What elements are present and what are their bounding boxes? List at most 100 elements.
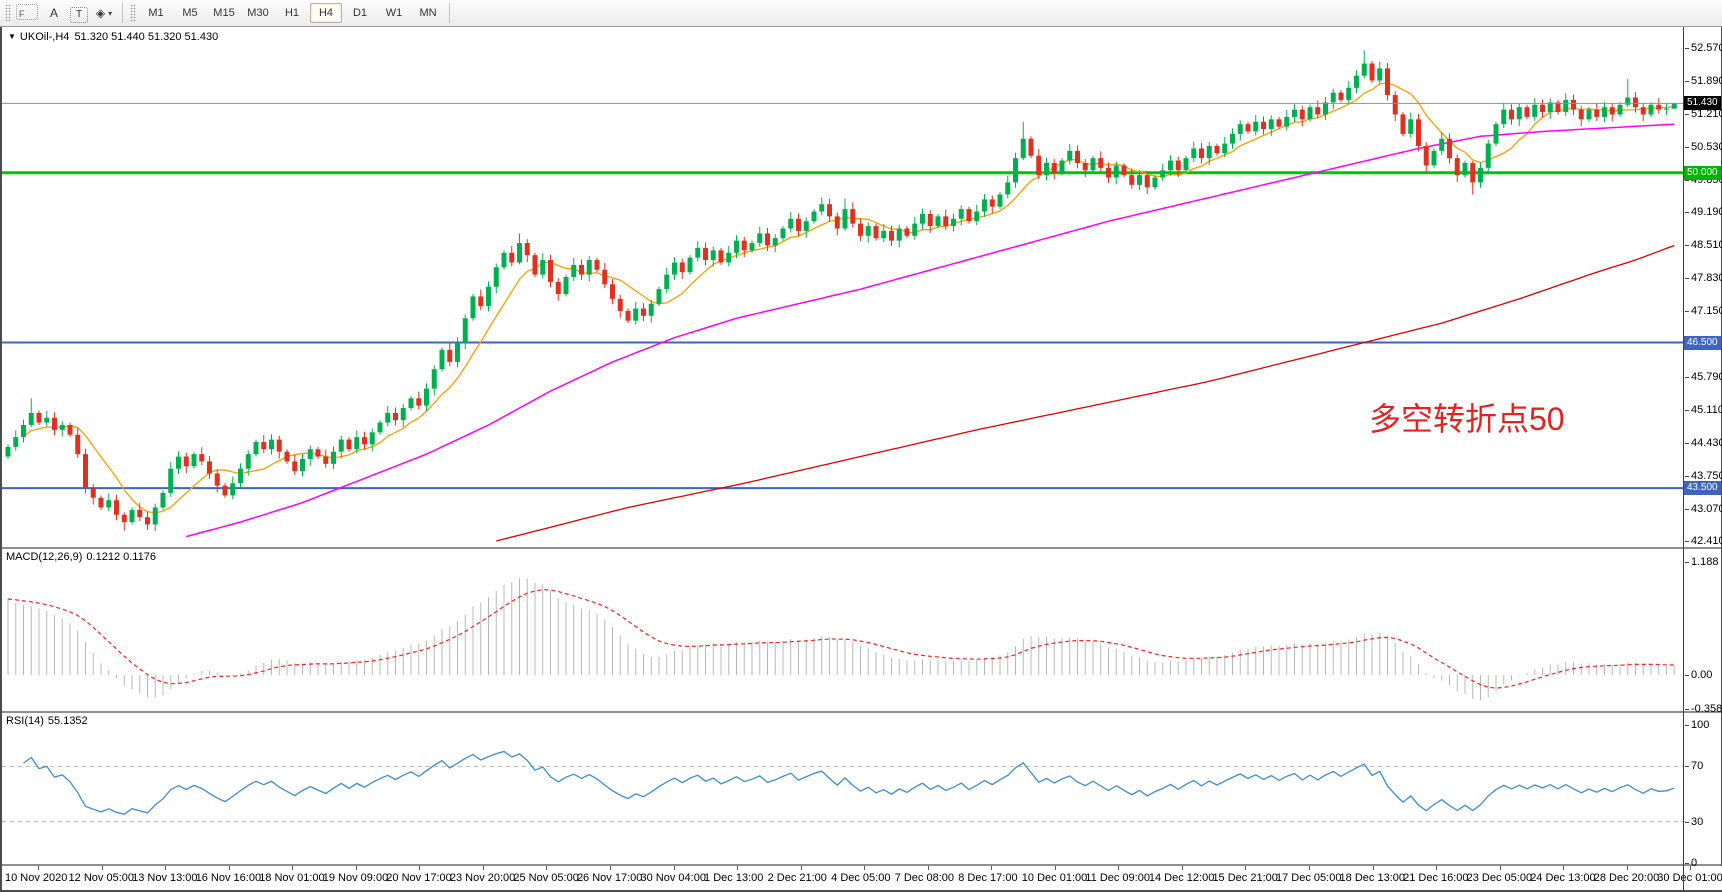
timeframe-m5-button[interactable]: M5 <box>182 7 198 19</box>
macd-axis-label: -0.3582 <box>1685 702 1722 716</box>
time-tick <box>1436 866 1438 870</box>
toolbar-separator <box>449 3 450 23</box>
price-label-47.830: 47.830 <box>1685 271 1722 285</box>
annotation-text[interactable]: 多空转折点50 <box>1369 401 1565 437</box>
time-label: 24 Dec 13:00 <box>1530 872 1596 884</box>
price-chart-canvas[interactable] <box>2 27 1687 547</box>
timeframe-h1-button[interactable]: H1 <box>284 7 300 19</box>
time-tick <box>609 866 611 870</box>
macd-canvas[interactable] <box>2 549 1687 711</box>
toolbar-drag-handle[interactable] <box>5 4 11 22</box>
time-tick <box>1626 866 1628 870</box>
time-tick <box>38 866 39 870</box>
time-label: 19 Nov 09:00 <box>322 872 389 884</box>
price-label-45.110: 45.110 <box>1685 403 1722 417</box>
time-label: 20 Nov 17:00 <box>386 872 452 884</box>
chart-float-icon[interactable]: F <box>16 4 38 20</box>
dropdown-caret-icon[interactable]: ▾ <box>108 8 113 18</box>
time-tick <box>991 866 993 870</box>
macd-histogram <box>7 578 1675 701</box>
price-scale[interactable]: 52.570 51.890 51.210 50.530 49.850 49.190 48.5… <box>1683 27 1722 892</box>
rsi-axis-label: 100 <box>1685 718 1709 732</box>
price-badge-46.500: 46.500 <box>1684 335 1721 350</box>
timeframe-m15-button[interactable]: M15 <box>213 7 235 19</box>
macd-name: MACD(12,26,9) <box>6 551 83 563</box>
price-label-45.790: 45.790 <box>1685 370 1722 384</box>
panel-macd: MACD(12,26,9) 0.1212 0.1176 <box>2 549 1721 711</box>
candles <box>5 50 1677 532</box>
toolbar-drag-handle[interactable] <box>130 4 136 22</box>
macd-axis-label: 0.00 <box>1685 668 1712 682</box>
time-tick <box>546 866 548 870</box>
time-label: 30 Dec 01:00 <box>1657 872 1722 884</box>
rsi-label: RSI(14) 55.1352 <box>6 715 92 727</box>
time-tick <box>800 866 802 870</box>
panel-separator[interactable] <box>2 547 1721 549</box>
rsi-name: RSI(14) <box>6 715 44 727</box>
time-tick <box>1054 866 1056 870</box>
panel-main: ▼ UKOil-,H4 51.320 51.440 51.320 51.430 多空… <box>2 27 1721 547</box>
time-label: 1 Dec 13:00 <box>704 872 764 884</box>
chart-dropdown-icon[interactable]: ▼ <box>8 32 16 41</box>
panel-rsi: RSI(14) 55.1352 <box>2 713 1721 864</box>
time-tick <box>737 866 739 870</box>
time-label: 25 Nov 05:00 <box>513 872 579 884</box>
time-label: 10 Dec 01:00 <box>1021 872 1088 884</box>
price-label-42.410: 42.410 <box>1685 534 1722 548</box>
price-label-43.070: 43.070 <box>1685 502 1722 516</box>
time-tick <box>355 866 357 870</box>
price-label-52.570: 52.570 <box>1685 41 1722 55</box>
time-tick <box>927 866 929 870</box>
time-tick <box>228 866 230 870</box>
time-tick <box>165 866 167 870</box>
timeframe-w1-button[interactable]: W1 <box>385 7 403 19</box>
time-label: 26 Nov 17:00 <box>576 872 643 884</box>
price-label-44.430: 44.430 <box>1685 436 1722 450</box>
price-badge-43.500: 43.500 <box>1684 481 1721 496</box>
timeframe-mn-button[interactable]: MN <box>419 7 437 19</box>
time-tick <box>1690 866 1692 870</box>
time-label: 12 Nov 05:00 <box>68 872 134 884</box>
macd-values: 0.1212 0.1176 <box>86 551 156 563</box>
text-label-icon[interactable]: T <box>70 6 88 23</box>
shapes-dropdown-icon[interactable]: ◈ ▾ <box>95 6 113 20</box>
ma-mid-line <box>186 123 1675 538</box>
rsi-line <box>23 750 1675 816</box>
rsi-axis-label: 30 <box>1685 815 1703 829</box>
rsi-value: 55.1352 <box>47 715 88 727</box>
text-icon[interactable]: A <box>49 6 58 20</box>
time-label: 16 Nov 16:00 <box>195 872 262 884</box>
rsi-axis-label: 70 <box>1685 759 1703 773</box>
ma-slow-line <box>496 244 1675 542</box>
time-label: 13 Nov 13:00 <box>132 872 198 884</box>
chart-ohlc: 51.320 51.440 51.320 51.430 <box>74 31 219 43</box>
time-axis[interactable]: 10 Nov 2020 12 Nov 05:00 13 Nov 13:00 16 No… <box>2 866 1722 890</box>
timeframe-d1-button[interactable]: D1 <box>352 7 368 19</box>
panel-separator[interactable] <box>2 711 1721 713</box>
macd-axis-label: 1.188 <box>1685 555 1719 569</box>
panel-separator <box>2 864 1721 866</box>
time-label: 18 Dec 13:00 <box>1339 872 1405 884</box>
toolbar-separator <box>122 3 123 23</box>
timeframe-h4-button[interactable]: H4 <box>310 3 342 23</box>
time-label: 17 Dec 05:00 <box>1276 872 1342 884</box>
time-tick <box>673 866 675 870</box>
time-label: 10 Nov 2020 <box>5 872 68 884</box>
timeframe-m30-button[interactable]: M30 <box>247 7 269 19</box>
time-tick <box>864 866 866 870</box>
price-label-49.190: 49.190 <box>1685 205 1722 219</box>
time-tick <box>1309 866 1310 870</box>
time-label: 23 Nov 20:00 <box>449 872 516 884</box>
rsi-canvas[interactable] <box>2 713 1687 864</box>
price-label-51.890: 51.890 <box>1685 74 1722 88</box>
price-label-43.750: 43.750 <box>1685 469 1722 483</box>
timeframe-m1-button[interactable]: M1 <box>148 7 164 19</box>
toolbar: F A T ◈ ▾ M1 M5 M15 M30 H1 H4 D1 W1 MN <box>0 0 1722 27</box>
time-tick <box>1563 866 1565 870</box>
macd-signal-line <box>7 589 1675 689</box>
time-label: 11 Dec 09:00 <box>1085 872 1150 884</box>
time-label: 2 Dec 21:00 <box>767 872 827 884</box>
time-label: 30 Nov 04:00 <box>640 872 706 884</box>
price-label-51.210: 51.210 <box>1685 107 1722 121</box>
